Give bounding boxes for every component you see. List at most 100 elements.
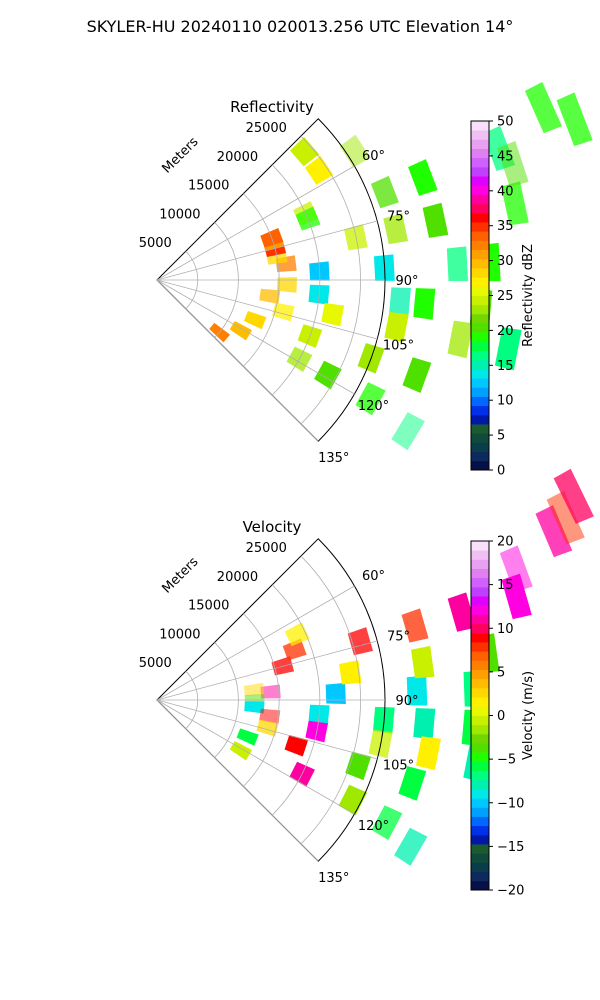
data-cell [277,277,298,293]
colorbar-swatch [471,550,489,560]
colorbar-swatch [471,460,489,471]
data-cell [494,327,522,371]
colorbar-swatch [471,779,489,790]
colorbar-swatch [471,541,489,551]
colorbar-swatch [471,724,489,735]
data-cell [272,302,295,322]
data-cell [446,246,469,282]
data-cell [229,741,253,761]
colorbar-swatch [471,304,489,315]
colorbar-swatch [471,359,489,370]
angle-tick-label: 105° [383,759,414,774]
data-cell [325,682,346,704]
colorbar-swatch [471,405,489,416]
angle-grid-line [156,220,378,281]
data-cell [370,175,399,209]
panel-title: Velocity [243,518,302,536]
radial-tick-label: 20000 [217,150,258,165]
data-cell [401,608,429,643]
colorbar-swatch [471,623,489,634]
colorbar-swatch [471,660,489,670]
colorbar-swatch [471,614,489,625]
colorbar-swatch [471,258,489,269]
colorbar-swatch [471,596,489,606]
colorbar-swatch [471,632,489,643]
angle-tick-label: 135° [318,871,349,886]
data-cell [524,81,562,134]
colorbar-swatch [471,286,489,296]
colorbar-swatch [471,853,489,863]
data-cell [304,155,334,185]
angle-tick-label: 90° [395,694,418,709]
colorbar-swatch [471,433,489,443]
colorbar-swatch [471,871,489,882]
colorbar-swatch [471,368,489,379]
data-cell [347,627,373,656]
colorbar-tick-label: 0 [497,464,505,479]
velocity-panel: Velocity Meters 5000 10000 15000 20000 25000… [139,468,594,899]
colorbar-tick-label: −20 [497,884,524,899]
colorbar-swatch [471,203,489,214]
colorbar-swatch [471,387,489,397]
colorbar-swatch [471,577,489,588]
colorbar-tick-label: 10 [497,394,514,409]
data-cell [229,321,253,341]
colorbar-swatch [471,249,489,260]
angle-tick-label: 60° [362,569,385,584]
colorbar-swatch [471,350,489,361]
radial-axis-label: Meters [160,554,202,596]
colorbar-tick-label: 10 [497,622,514,637]
angle-grid-line [156,165,355,281]
data-cell [556,92,593,147]
angle-tick-label: 135° [318,451,349,466]
colorbar-swatch [471,715,489,726]
angle-grid-line [156,585,355,701]
colorbar-tick-label: 35 [497,219,514,234]
data-cell [389,287,411,317]
data-cell [546,490,585,545]
radial-tick-label: 10000 [159,627,200,642]
colorbar-swatch [471,424,489,434]
colorbar-swatch [471,451,489,462]
colorbar-swatch [471,687,489,698]
data-cell [345,751,372,781]
colorbar-swatch [471,605,489,615]
colorbar-swatch [471,212,489,223]
radial-tick-label: 5000 [139,656,172,671]
colorbar-tick-label: 0 [497,709,505,724]
data-cell [339,660,362,685]
data-cell [447,320,474,359]
data-cell [398,766,427,801]
radial-tick-label: 15000 [188,179,229,194]
angle-grid-line [156,279,319,442]
colorbar-swatch [471,313,489,324]
angle-tick-label: 75° [387,629,410,644]
data-cell [244,701,265,714]
angle-tick-label: 120° [358,399,389,414]
data-cell [499,545,533,593]
data-cell [338,784,368,816]
colorbar-swatch [471,267,489,278]
colorbar-tick-label: 25 [497,289,514,304]
colorbar-swatch [471,295,489,306]
data-cell [422,202,449,238]
angle-grid-line [156,640,378,701]
colorbar-swatch [471,825,489,836]
data-cell [243,682,265,696]
colorbar-swatch [471,761,489,772]
radial-tick-label: 15000 [188,599,229,614]
colorbar-swatch [471,568,489,579]
colorbar-swatch [471,559,489,569]
colorbar-swatch [471,752,489,762]
data-cell [256,719,279,737]
radial-tick-label: 25000 [246,121,287,136]
radial-tick-label: 20000 [217,570,258,585]
colorbar-swatch [471,678,489,689]
angle-tick-label: 75° [387,209,410,224]
data-cell [383,213,409,245]
colorbar-tick-label: 40 [497,184,514,199]
colorbar-tick-label: 30 [497,254,514,269]
data-cell [391,412,425,451]
angle-grid-line [156,699,319,862]
